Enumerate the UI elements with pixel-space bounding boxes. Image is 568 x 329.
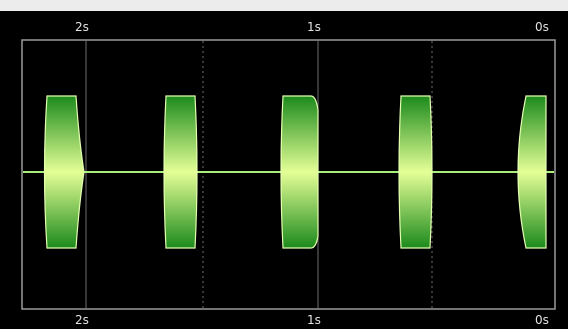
time-label-bottom-0s: 0s — [535, 313, 549, 327]
time-label-bottom-1s: 1s — [307, 313, 321, 327]
waveform-burst-3 — [280, 95, 319, 249]
waveform-burst-5 — [517, 95, 547, 249]
time-label-top-1s: 1s — [307, 20, 321, 34]
time-label-top-0s: 0s — [535, 20, 549, 34]
time-label-top-2s: 2s — [75, 20, 89, 34]
waveform-burst-2 — [163, 95, 198, 249]
window-top-strip — [0, 0, 568, 11]
time-label-bottom-2s: 2s — [75, 313, 89, 327]
waveform-burst-4 — [398, 95, 433, 249]
waveform-burst-1 — [43, 95, 85, 249]
